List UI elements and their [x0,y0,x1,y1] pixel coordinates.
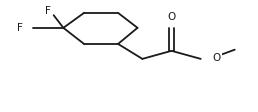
Text: F: F [17,23,22,33]
Text: F: F [45,6,51,16]
Text: O: O [167,12,176,22]
Text: O: O [213,53,221,63]
